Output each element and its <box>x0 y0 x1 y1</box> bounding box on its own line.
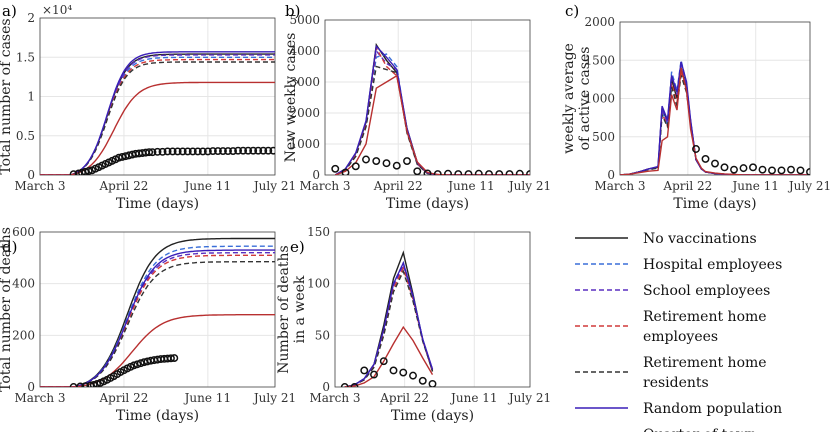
x-tick-label: April 22 <box>379 391 429 405</box>
panel-label: e) <box>290 238 305 256</box>
x-axis-label: Time (days) <box>116 408 199 424</box>
legend-label: Retirement home <box>643 355 767 371</box>
x-tick-label: June 11 <box>446 179 494 193</box>
panel-label: c) <box>565 2 579 20</box>
y-tick-label: 1.5 <box>16 50 35 64</box>
legend-label: employees <box>643 329 718 345</box>
panel-c: 0 500 1000 1500 2000 March 3 April 22 June 11 Ju… <box>561 2 831 212</box>
y-tick-label: 200 <box>12 328 35 342</box>
x-tick-label: June 11 <box>183 179 231 193</box>
legend-label: residents <box>643 375 709 391</box>
y-axis-label-2: of active cases <box>577 47 593 151</box>
panel-e: 0 50 100 150 March 3 April 22 June 11 July 21 e)… <box>276 225 551 424</box>
legend-entry: Retirement home employees <box>575 309 767 345</box>
legend-label: School employees <box>643 283 770 299</box>
y-tick-label: 50 <box>315 328 330 342</box>
y-axis-label: New weekly cases <box>283 33 299 163</box>
y-axis-label: Number of deaths <box>276 245 292 373</box>
y-tick-label: 2000 <box>584 15 615 29</box>
panel-label: b) <box>285 2 300 20</box>
y-tick-label: 2 <box>27 11 35 25</box>
legend-entry: Hospital employees <box>575 257 782 273</box>
y-tick-label: 150 <box>307 225 330 239</box>
figure: 00.511.52March 3 April 22 June 11 July 21a)… <box>0 0 831 432</box>
y-tick-label: 0.5 <box>16 129 35 143</box>
y-tick-label: 600 <box>12 225 35 239</box>
y-axis-label: Total number of deaths <box>0 227 14 392</box>
legend-label: Hospital employees <box>643 257 782 273</box>
x-tick-label: March 3 <box>14 391 65 405</box>
y-axis-label: weekly average <box>561 43 577 154</box>
x-tick-label: March 3 <box>309 391 360 405</box>
x-tick-label: June 11 <box>183 391 231 405</box>
x-axis-label: Time (days) <box>673 196 756 212</box>
legend-entry: School employees <box>575 283 770 299</box>
exponent-label: ×10⁴ <box>42 3 72 17</box>
panel-label: a) <box>2 2 17 20</box>
legend-label: Random population <box>643 401 782 417</box>
panel-b: 0 1000 2000 3000 4000 5000 March 3 April 22 June… <box>283 2 551 212</box>
x-tick-label: March 3 <box>299 179 350 193</box>
legend: No vaccinations Hospital employees School … <box>575 231 782 432</box>
x-axis-label: Time (days) <box>391 408 474 424</box>
legend-label: No vaccinations <box>643 231 757 247</box>
legend-entry: Retirement home residents <box>575 355 767 391</box>
x-tick-label: April 22 <box>99 391 149 405</box>
x-tick-label: April 22 <box>373 179 423 193</box>
y-tick-label: 500 <box>592 130 615 144</box>
panel-d: 0200400600March 3 April 22 June 11 July 21d… <box>0 225 296 424</box>
x-tick-label: July 21 <box>252 179 296 193</box>
legend-entry: No vaccinations <box>575 231 757 247</box>
y-tick-label: 400 <box>12 277 35 291</box>
x-axis-label: Time (days) <box>386 196 469 212</box>
x-tick-label: April 22 <box>99 179 149 193</box>
legend-label: Quarter of town <box>643 427 757 432</box>
legend-entry: Random population <box>575 401 782 417</box>
x-tick-label: July 21 <box>507 391 551 405</box>
x-tick-label: June 11 <box>730 179 778 193</box>
x-tick-label: July 21 <box>507 179 551 193</box>
plot-area <box>335 232 530 387</box>
x-tick-label: March 3 <box>594 179 645 193</box>
y-tick-label: 1 <box>27 90 35 104</box>
legend-label: Retirement home <box>643 309 767 325</box>
x-tick-label: July 21 <box>787 179 831 193</box>
x-tick-label: April 22 <box>662 179 712 193</box>
legend-entry: Quarter of town <box>575 427 757 432</box>
x-axis-label: Time (days) <box>116 196 199 212</box>
x-tick-label: June 11 <box>449 391 497 405</box>
x-tick-label: July 21 <box>252 391 296 405</box>
y-axis-label: Total number of cases <box>0 18 14 174</box>
y-tick-label: 100 <box>307 277 330 291</box>
x-tick-label: March 3 <box>14 179 65 193</box>
y-axis-label-2: in a week <box>292 275 308 343</box>
panel-a: 00.511.52March 3 April 22 June 11 July 21a)… <box>0 2 296 212</box>
